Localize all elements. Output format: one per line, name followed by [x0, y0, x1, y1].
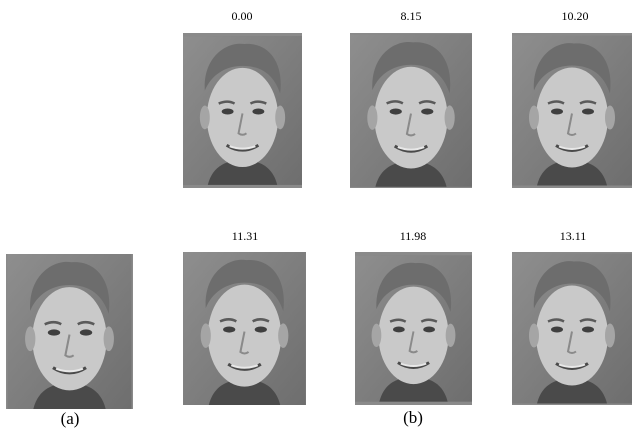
result-distance-6: 13.11	[559, 229, 587, 243]
query-face-image	[6, 254, 133, 409]
result-distance-2: 8.15	[400, 9, 422, 23]
caption-b: (b)	[403, 408, 423, 427]
result-face-image-4	[183, 252, 306, 405]
result-face-image-6	[512, 252, 632, 405]
caption-a: (a)	[60, 409, 80, 428]
result-distance-5: 11.98	[399, 229, 427, 243]
result-face-image-2	[350, 33, 472, 188]
result-distance-3: 10.20	[561, 9, 589, 23]
result-face-image-5	[355, 252, 472, 405]
result-face-image-3	[512, 33, 632, 188]
result-distance-1: 0.00	[231, 9, 253, 23]
result-face-image-1	[183, 33, 302, 188]
result-distance-4: 11.31	[231, 229, 259, 243]
